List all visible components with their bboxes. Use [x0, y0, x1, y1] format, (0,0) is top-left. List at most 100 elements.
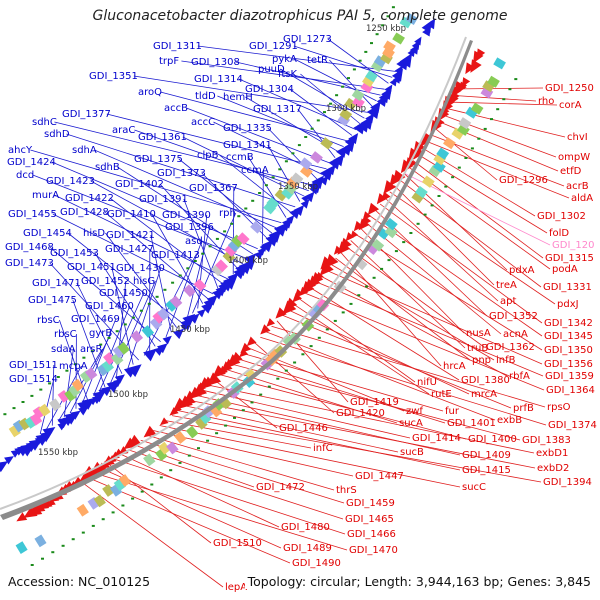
label-leader-line	[114, 459, 346, 535]
gc-tick	[357, 294, 361, 297]
cog-feature-block	[236, 232, 250, 245]
gc-tick	[325, 328, 329, 331]
scale-labels: 1250 kbp 1300 kbp 1350 kbp 1400 kbp 1450…	[38, 24, 406, 458]
label-leader-line	[160, 91, 349, 142]
forward-gene-arrow	[384, 84, 393, 94]
cog-feature-block	[68, 384, 81, 397]
gc-tick	[323, 111, 326, 114]
gc-tick	[329, 102, 333, 105]
cog-feature-block	[87, 497, 100, 510]
gc-tick	[187, 454, 191, 457]
gc-tick	[12, 407, 16, 410]
cog-feature-block	[274, 188, 288, 202]
gene-label: GDI_1352	[489, 311, 538, 322]
label-leader-line	[217, 95, 344, 147]
gene-label: GDI_1377	[62, 109, 111, 120]
cog-feature-block	[384, 217, 398, 231]
gc-tick	[284, 369, 288, 372]
cog-feature-block	[352, 96, 365, 109]
gene-label: sdaA	[51, 344, 76, 355]
label-leader-line	[81, 318, 117, 405]
gc-tick	[107, 336, 111, 339]
gc-tick	[464, 157, 468, 159]
label-leader-line	[219, 374, 467, 440]
gene-label: GDI_1470	[349, 545, 398, 556]
gc-tick	[115, 330, 119, 333]
scale-label: 1300 kbp	[326, 104, 366, 114]
gc-tick	[264, 184, 268, 187]
cog-feature-block	[12, 419, 26, 433]
reverse-gene-arrow	[294, 288, 304, 298]
cog-feature-block	[482, 80, 495, 93]
cog-feature-block	[24, 416, 38, 429]
gc-tick	[90, 350, 94, 353]
gc-tick	[197, 447, 200, 450]
label-leader-line	[110, 280, 156, 383]
gene-label: GDI_1402	[115, 179, 164, 190]
gc-tick	[61, 544, 65, 547]
gc-tick	[341, 85, 345, 88]
gene-label: pdxJ	[557, 299, 579, 310]
forward-gene-arrow	[227, 272, 239, 284]
gene-label: GDI_1421	[106, 230, 155, 241]
label-leader-line	[127, 267, 162, 370]
forward-gene-arrow	[143, 348, 157, 362]
gc-tick	[21, 401, 25, 403]
reverse-gene-arrow	[324, 253, 339, 269]
gene-label: aldA	[571, 193, 593, 204]
label-leader-line	[95, 473, 348, 551]
reverse-gene-arrow	[350, 230, 359, 239]
forward-gene-arrow	[268, 229, 282, 243]
reverse-gene-arrow	[362, 211, 372, 221]
cog-feature-block	[421, 175, 435, 188]
cog-feature-block	[8, 424, 21, 438]
label-leader-line	[51, 364, 55, 426]
gene-label: sdhA	[72, 145, 97, 156]
label-leader-line	[133, 75, 369, 113]
gene-label: rho	[538, 96, 554, 107]
label-leader-line	[109, 197, 224, 285]
gc-tick	[502, 98, 506, 101]
cog-feature-block	[195, 416, 208, 430]
label-leader-line	[265, 331, 496, 421]
gene-label: GDI_1420	[336, 408, 385, 419]
gc-tick	[358, 59, 362, 62]
label-leader-line	[94, 149, 277, 229]
gc-tick	[309, 345, 313, 348]
label-leader-line	[456, 95, 537, 102]
gene-label: GDI_1427	[105, 244, 154, 255]
gene-label: GDI_1375	[134, 154, 183, 165]
forward-gene-arrow	[333, 154, 345, 167]
gene-label: GDI_1350	[544, 345, 593, 356]
gene-label: GDI_1291	[249, 41, 298, 52]
gc-tick	[310, 127, 314, 130]
gc-tick	[437, 195, 441, 197]
label-leader-line	[186, 226, 211, 319]
gc-tick	[317, 336, 321, 339]
gene-label: GDI_1396	[165, 222, 214, 233]
reverse-gene-arrow	[46, 497, 56, 506]
gene-label: GDI_1380	[461, 375, 510, 386]
gene-label: GDI_1394	[543, 477, 592, 488]
label-leader-line	[178, 410, 461, 471]
forward-gene-arrow	[244, 253, 257, 266]
gc-tick	[48, 382, 52, 385]
gc-tick	[335, 94, 339, 97]
gc-tick	[451, 176, 455, 179]
gene-label: GDI_1430	[116, 263, 165, 274]
gene-label: apt	[500, 296, 516, 307]
gene-label: GDI_1419	[350, 397, 399, 408]
reverse-gene-arrow	[230, 351, 243, 364]
label-leader-line	[121, 454, 280, 528]
forward-gene-arrow	[101, 385, 113, 397]
forward-gene-arrow	[304, 191, 315, 203]
cog-feature-block	[337, 114, 351, 127]
gene-label: GDI_1345	[544, 331, 593, 342]
gene-label: hisD	[83, 228, 105, 239]
gc-tick	[224, 424, 228, 427]
gc-tick	[514, 78, 518, 81]
cog-feature-block	[443, 136, 456, 150]
label-leader-line	[237, 358, 446, 424]
label-leader-line	[159, 425, 461, 488]
